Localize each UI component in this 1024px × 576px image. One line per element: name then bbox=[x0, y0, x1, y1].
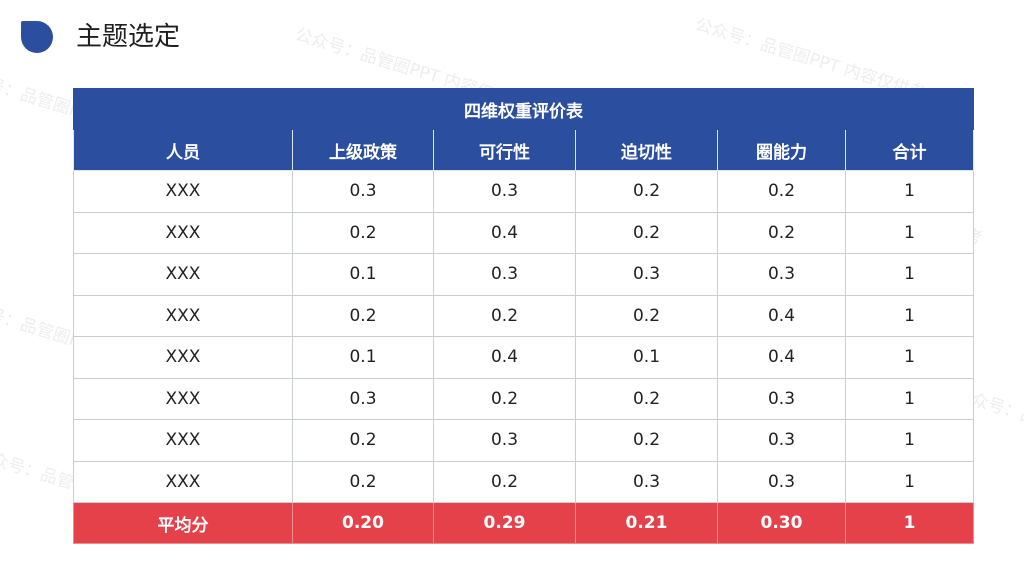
column-header: 迫切性 bbox=[575, 129, 718, 171]
table-cell: 0.3 bbox=[433, 253, 576, 296]
table-cell: 1 bbox=[845, 253, 974, 296]
average-cell: 1 bbox=[845, 502, 974, 544]
table-cell: 0.3 bbox=[717, 460, 846, 503]
table-cell: 1 bbox=[845, 336, 974, 379]
table-cell: XXX bbox=[73, 211, 293, 254]
table-cell: 0.2 bbox=[292, 419, 434, 462]
table-cell: 0.2 bbox=[433, 294, 576, 337]
table-cell: 0.1 bbox=[292, 253, 434, 296]
average-cell: 0.20 bbox=[292, 502, 434, 544]
table-cell: 0.2 bbox=[717, 211, 846, 254]
table-row: XXX 0.2 0.4 0.2 0.2 1 bbox=[73, 211, 974, 254]
average-cell: 平均分 bbox=[73, 502, 293, 544]
average-row: 平均分 0.20 0.29 0.21 0.30 1 bbox=[73, 502, 974, 544]
column-header: 上级政策 bbox=[292, 129, 434, 171]
table-cell: 0.2 bbox=[292, 211, 434, 254]
average-cell: 0.29 bbox=[433, 502, 576, 544]
table-cell: 1 bbox=[845, 377, 974, 420]
page-title: 主题选定 bbox=[76, 22, 181, 52]
table-cell: 0.2 bbox=[575, 377, 718, 420]
table-cell: 0.3 bbox=[717, 377, 846, 420]
table-cell: 0.3 bbox=[292, 377, 434, 420]
table-row: XXX 0.3 0.2 0.2 0.3 1 bbox=[73, 377, 974, 420]
table-cell: 0.2 bbox=[717, 170, 846, 213]
table-cell: 1 bbox=[845, 460, 974, 503]
table-row: XXX 0.1 0.3 0.3 0.3 1 bbox=[73, 253, 974, 296]
table-row: XXX 0.1 0.4 0.1 0.4 1 bbox=[73, 336, 974, 379]
table-cell: XXX bbox=[73, 377, 293, 420]
table-cell: 0.4 bbox=[717, 336, 846, 379]
table-caption: 四维权重评价表 bbox=[73, 88, 974, 130]
column-header: 人员 bbox=[73, 129, 293, 171]
table-cell: 0.3 bbox=[292, 170, 434, 213]
table-cell: XXX bbox=[73, 294, 293, 337]
table-cell: 0.3 bbox=[575, 460, 718, 503]
table-cell: 0.2 bbox=[575, 294, 718, 337]
column-header: 可行性 bbox=[433, 129, 576, 171]
table-cell: 0.1 bbox=[292, 336, 434, 379]
table-cell: 0.4 bbox=[433, 336, 576, 379]
table-cell: 0.3 bbox=[717, 253, 846, 296]
table-header-row: 人员 上级政策 可行性 迫切性 圈能力 合计 bbox=[73, 129, 974, 171]
table-body: XXX 0.3 0.3 0.2 0.2 1 XXX 0.2 0.4 0.2 0.2 1 XXX 0.1 0.… bbox=[73, 170, 974, 544]
table-cell: 1 bbox=[845, 211, 974, 254]
table-cell: 0.4 bbox=[433, 211, 576, 254]
average-cell: 0.30 bbox=[717, 502, 846, 544]
table-cell: 0.3 bbox=[433, 170, 576, 213]
table-row: XXX 0.2 0.2 0.2 0.4 1 bbox=[73, 294, 974, 337]
table-cell: 0.3 bbox=[717, 419, 846, 462]
table-cell: 0.1 bbox=[575, 336, 718, 379]
table-cell: XXX bbox=[73, 336, 293, 379]
table-row: XXX 0.3 0.3 0.2 0.2 1 bbox=[73, 170, 974, 213]
table-cell: 1 bbox=[845, 294, 974, 337]
table-row: XXX 0.2 0.3 0.2 0.3 1 bbox=[73, 419, 974, 462]
table-cell: XXX bbox=[73, 460, 293, 503]
table-cell: 0.4 bbox=[717, 294, 846, 337]
table-cell: 0.2 bbox=[292, 294, 434, 337]
title-drop-icon bbox=[21, 21, 53, 53]
table-cell: 0.3 bbox=[575, 253, 718, 296]
table-cell: 0.2 bbox=[575, 419, 718, 462]
table-cell: 0.2 bbox=[292, 460, 434, 503]
table-row: XXX 0.2 0.2 0.3 0.3 1 bbox=[73, 460, 974, 503]
table-cell: XXX bbox=[73, 253, 293, 296]
table-cell: 0.2 bbox=[575, 211, 718, 254]
table-cell: XXX bbox=[73, 170, 293, 213]
table-cell: 0.2 bbox=[433, 377, 576, 420]
table-cell: 0.3 bbox=[433, 419, 576, 462]
table-cell: XXX bbox=[73, 419, 293, 462]
table-cell: 0.2 bbox=[433, 460, 576, 503]
table-cell: 1 bbox=[845, 170, 974, 213]
column-header: 圈能力 bbox=[717, 129, 846, 171]
weight-evaluation-table: 四维权重评价表 人员 上级政策 可行性 迫切性 圈能力 合计 XXX 0.3 0.3 0.2 0.… bbox=[73, 88, 974, 544]
table-cell: 1 bbox=[845, 419, 974, 462]
table-cell: 0.2 bbox=[575, 170, 718, 213]
average-cell: 0.21 bbox=[575, 502, 718, 544]
column-header: 合计 bbox=[845, 129, 974, 171]
